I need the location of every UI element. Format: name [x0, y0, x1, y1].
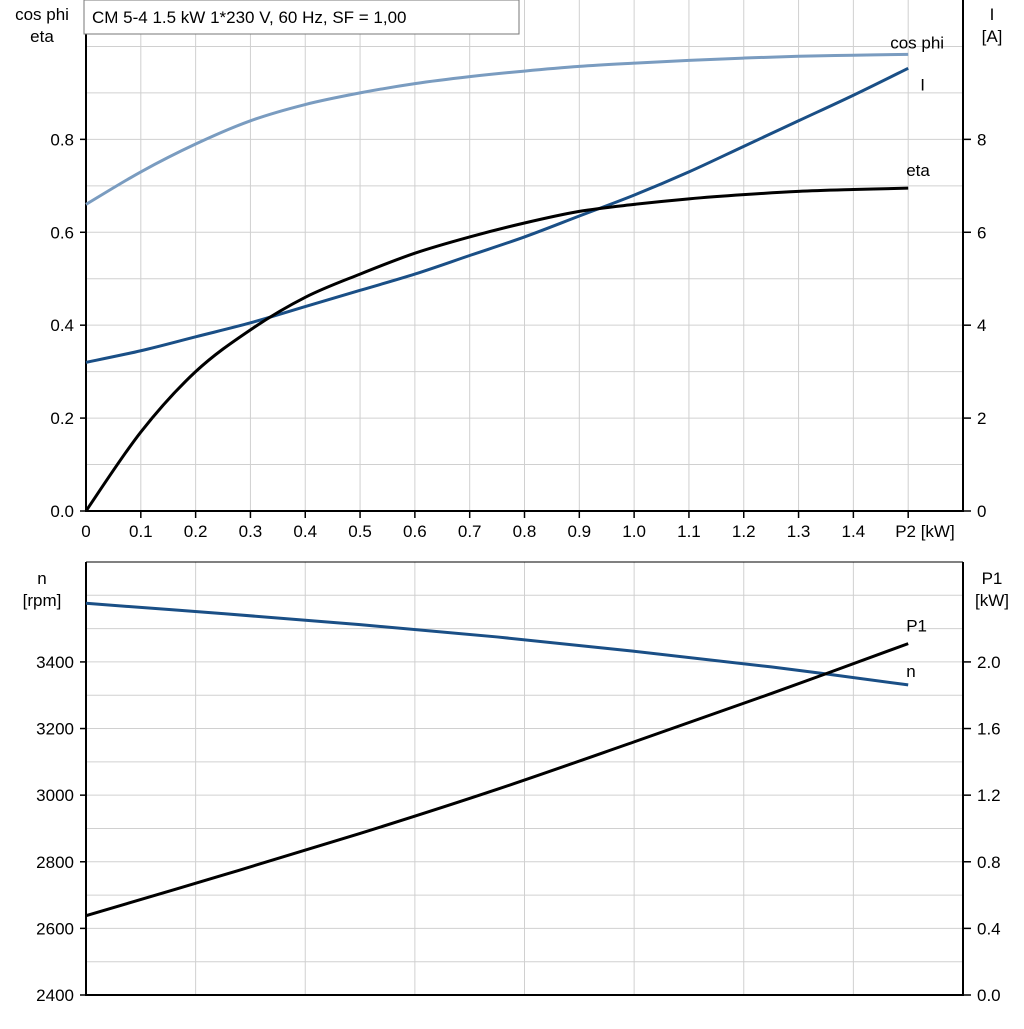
y-tick-label-left: 2400 [36, 986, 74, 1005]
y-tick-label-right: 0.8 [977, 853, 1001, 872]
x-tick-label: 1.4 [842, 522, 866, 541]
series-label: I [920, 75, 925, 94]
y-tick-label-right: 1.2 [977, 786, 1001, 805]
y-tick-label-right: 0.0 [977, 986, 1001, 1005]
series-label: eta [906, 161, 930, 180]
y-tick-label-left: 0.2 [50, 409, 74, 428]
y-tick-label-left: 0.6 [50, 223, 74, 242]
y-axis-label-left: n [37, 569, 46, 588]
series-label: P1 [906, 617, 927, 636]
x-tick-label: 1.3 [787, 522, 811, 541]
y-tick-label-right: 0 [977, 502, 986, 521]
x-tick-label: P2 [kW] [895, 522, 955, 541]
x-tick-label: 1.0 [622, 522, 646, 541]
y-axis-label-right: [kW] [975, 591, 1009, 610]
y-axis-label-left: cos phi [15, 5, 69, 24]
series-line-cos-phi [85, 52, 909, 206]
x-tick-label: 0.8 [513, 522, 537, 541]
y-axis-label-right: P1 [982, 569, 1003, 588]
y-axis-label-left: [rpm] [23, 591, 62, 610]
title-box [83, 0, 520, 35]
y-axis-label-right: I [990, 5, 995, 24]
x-tick-label: 0.9 [567, 522, 591, 541]
x-tick-label: 0.4 [293, 522, 317, 541]
x-tick-label: 0.7 [458, 522, 482, 541]
y-tick-label-left: 0.0 [50, 502, 74, 521]
y-tick-label-left: 3400 [36, 653, 74, 672]
y-tick-label-right: 4 [977, 316, 986, 335]
y-axis-label-right: [A] [982, 27, 1003, 46]
y-tick-label-right: 0.4 [977, 919, 1001, 938]
x-tick-label: 0.1 [129, 522, 153, 541]
y-tick-label-left: 3200 [36, 720, 74, 739]
y-tick-label-right: 1.6 [977, 720, 1001, 739]
y-axis-label-left: eta [30, 27, 54, 46]
series-line-i [85, 66, 909, 364]
series-line-n [85, 601, 909, 687]
series-label: n [906, 662, 915, 681]
series-line-eta [84, 186, 909, 512]
x-tick-label: 0.2 [184, 522, 208, 541]
y-tick-label-left: 0.8 [50, 130, 74, 149]
chart-title: CM 5-4 1.5 kW 1*230 V, 60 Hz, SF = 1,00 [92, 8, 407, 27]
x-tick-label: 1.2 [732, 522, 756, 541]
series-line-p1 [85, 642, 909, 918]
series-label: cos phi [890, 33, 944, 52]
y-tick-label-left: 3000 [36, 786, 74, 805]
y-tick-label-left: 0.4 [50, 316, 74, 335]
x-tick-label: 0.3 [239, 522, 263, 541]
x-tick-label: 0 [81, 522, 90, 541]
y-tick-label-right: 8 [977, 130, 986, 149]
x-tick-label: 0.5 [348, 522, 372, 541]
x-tick-label: 0.6 [403, 522, 427, 541]
x-tick-label: 1.1 [677, 522, 701, 541]
y-tick-label-right: 2.0 [977, 653, 1001, 672]
y-tick-label-right: 6 [977, 223, 986, 242]
y-tick-label-left: 2800 [36, 853, 74, 872]
y-tick-label-right: 2 [977, 409, 986, 428]
y-tick-label-left: 2600 [36, 919, 74, 938]
